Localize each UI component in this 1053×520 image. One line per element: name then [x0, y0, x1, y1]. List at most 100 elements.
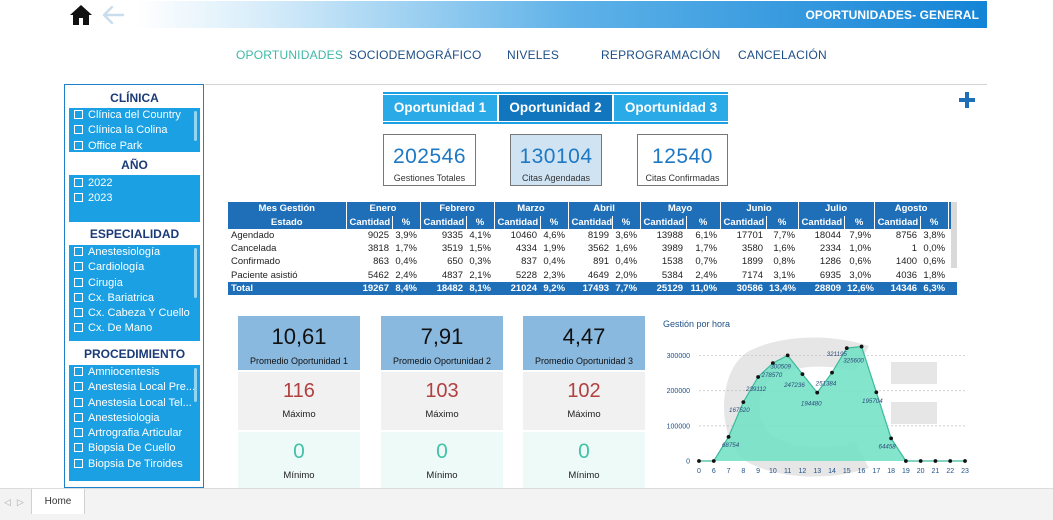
- checkbox-icon[interactable]: [74, 140, 83, 150]
- procedimiento-scrollbar[interactable]: [194, 368, 197, 402]
- procedimiento-filter-list[interactable]: Amniocentesis Anestesia Local Pre... Ane…: [69, 365, 200, 481]
- home-icon[interactable]: [69, 4, 93, 26]
- column-subheader[interactable]: Cantidad: [494, 215, 541, 229]
- filter-option[interactable]: Clínica la Colina: [69, 123, 200, 138]
- checkbox-icon[interactable]: [74, 397, 83, 407]
- checkbox-icon[interactable]: [74, 308, 83, 318]
- checkbox-icon[interactable]: [74, 412, 83, 422]
- column-subheader[interactable]: %: [766, 215, 799, 229]
- x-tick-label: 15: [843, 468, 851, 475]
- column-header[interactable]: Julio: [798, 202, 875, 216]
- checkbox-icon[interactable]: [74, 178, 83, 187]
- checkbox-icon[interactable]: [74, 125, 83, 135]
- column-subheader[interactable]: %: [612, 215, 641, 229]
- column-subheader[interactable]: Cantidad: [720, 215, 767, 229]
- filter-option[interactable]: Cardiología: [69, 260, 200, 275]
- column-subheader[interactable]: Cantidad: [874, 215, 921, 229]
- column-header[interactable]: Febrero: [420, 202, 495, 216]
- column-header[interactable]: Agosto: [874, 202, 949, 216]
- table-cell: 5462: [367, 269, 389, 281]
- nav-oportunidades[interactable]: OPORTUNIDADES: [236, 48, 344, 62]
- filter-option[interactable]: Anestesiología: [69, 245, 200, 260]
- column-subheader[interactable]: %: [920, 215, 949, 229]
- table-cell: 9335: [441, 230, 463, 242]
- filter-option[interactable]: Artrografia Articular: [69, 426, 200, 441]
- maximo-label: Máximo: [567, 409, 601, 420]
- tab-oportunidad-2[interactable]: Oportunidad 2: [499, 95, 612, 121]
- column-subheader[interactable]: Cantidad: [640, 215, 687, 229]
- arrow-left-icon[interactable]: [101, 4, 125, 26]
- x-tick-label: 19: [902, 468, 910, 475]
- filter-option[interactable]: Anestesia Local Pre...: [69, 380, 200, 395]
- table-cell: 0,4%: [395, 256, 417, 268]
- checkbox-icon[interactable]: [74, 110, 83, 119]
- especialidad-scrollbar[interactable]: [194, 248, 197, 298]
- promedio-card-2: 7,91 Promedio Oportunidad 2 103 Máximo 0…: [381, 316, 503, 490]
- table-cell: 10460: [510, 230, 537, 242]
- filter-option[interactable]: 2022: [69, 176, 200, 191]
- checkbox-icon[interactable]: [74, 193, 83, 203]
- especialidad-filter-list[interactable]: Anestesiología Cardiología Cirugia Cx. B…: [69, 245, 200, 341]
- clinica-filter-list[interactable]: Clínica del Country Clínica la Colina Of…: [69, 108, 200, 152]
- nav-cancelacion[interactable]: CANCELACIÓN: [738, 48, 827, 62]
- column-subheader[interactable]: Cantidad: [346, 215, 393, 229]
- checkbox-icon[interactable]: [74, 382, 83, 392]
- column-subheader[interactable]: %: [392, 215, 421, 229]
- table-cell: 3,8%: [923, 230, 946, 242]
- plus-icon[interactable]: [958, 91, 976, 109]
- filter-option[interactable]: Amniocentesis: [69, 365, 200, 380]
- column-header[interactable]: Abril: [568, 202, 641, 216]
- filter-option[interactable]: Cx. Cabeza Y Cuello: [69, 306, 200, 321]
- filter-option[interactable]: Anestesia Local Tel...: [69, 396, 200, 411]
- filter-option[interactable]: Cirugia: [69, 276, 200, 291]
- clinica-scrollbar[interactable]: [194, 111, 197, 141]
- page-tab-home[interactable]: Home: [31, 489, 85, 514]
- gestion-por-hora-chart[interactable]: 0 100000 200000 300000 0 6 7 8 9 10 11 12 13 14 15 16 17…: [655, 332, 975, 482]
- column-header[interactable]: Marzo: [494, 202, 569, 216]
- checkbox-icon[interactable]: [74, 247, 83, 256]
- filter-option[interactable]: Cx. De Mano: [69, 321, 200, 336]
- page-nav-arrows-icon[interactable]: ◁▷: [4, 497, 30, 507]
- table-cell: 1400: [895, 256, 918, 268]
- column-subheader[interactable]: Cantidad: [420, 215, 467, 229]
- filter-option[interactable]: Clínica del Country: [69, 108, 200, 123]
- column-subheader[interactable]: %: [844, 215, 875, 229]
- x-tick-label: 7: [727, 468, 731, 475]
- filter-option[interactable]: Office Park: [69, 139, 200, 152]
- filter-option[interactable]: 2023: [69, 191, 200, 206]
- checkbox-icon[interactable]: [74, 323, 83, 333]
- data-label: 167520: [729, 407, 750, 414]
- nav-sociodemografico[interactable]: SOCIODEMOGRÁFICO: [349, 48, 482, 62]
- table-scrollbar[interactable]: [951, 202, 957, 268]
- tab-oportunidad-1[interactable]: Oportunidad 1: [383, 95, 497, 121]
- table-cell: 3,6%: [615, 230, 638, 242]
- nav-niveles[interactable]: NIVELES: [507, 48, 560, 62]
- table-cell: 0,4%: [543, 256, 566, 268]
- checkbox-icon[interactable]: [74, 292, 83, 302]
- gestion-matrix[interactable]: Mes Gestión Enero Febrero Marzo Abril Ma…: [228, 202, 957, 305]
- checkbox-icon[interactable]: [74, 428, 83, 438]
- column-subheader[interactable]: Cantidad: [568, 215, 613, 229]
- checkbox-icon[interactable]: [74, 458, 83, 468]
- data-point: [903, 459, 908, 463]
- filter-option[interactable]: Biopsia De Tiroides: [69, 457, 200, 472]
- column-subheader[interactable]: Cantidad: [798, 215, 845, 229]
- nav-reprogramacion[interactable]: REPROGRAMACIÓN: [601, 48, 721, 62]
- checkbox-icon[interactable]: [74, 277, 83, 287]
- filter-option[interactable]: Cx. Bariatrica: [69, 291, 200, 306]
- checkbox-icon[interactable]: [74, 367, 83, 376]
- filter-option[interactable]: Biopsia De Cuello: [69, 441, 200, 456]
- checkbox-icon[interactable]: [74, 443, 83, 453]
- column-header[interactable]: Junio: [720, 202, 799, 216]
- column-header[interactable]: Mayo: [640, 202, 721, 216]
- tab-oportunidad-3[interactable]: Oportunidad 3: [614, 95, 728, 121]
- column-subheader[interactable]: %: [686, 215, 721, 229]
- column-header[interactable]: Mes Gestión: [228, 202, 347, 216]
- column-subheader[interactable]: %: [466, 215, 495, 229]
- column-header[interactable]: Estado: [228, 215, 347, 229]
- column-header[interactable]: Enero: [346, 202, 421, 216]
- filter-option[interactable]: Anestesiologia: [69, 411, 200, 426]
- anio-filter-list[interactable]: 2022 2023: [69, 175, 200, 222]
- checkbox-icon[interactable]: [74, 262, 83, 272]
- column-subheader[interactable]: %: [540, 215, 569, 229]
